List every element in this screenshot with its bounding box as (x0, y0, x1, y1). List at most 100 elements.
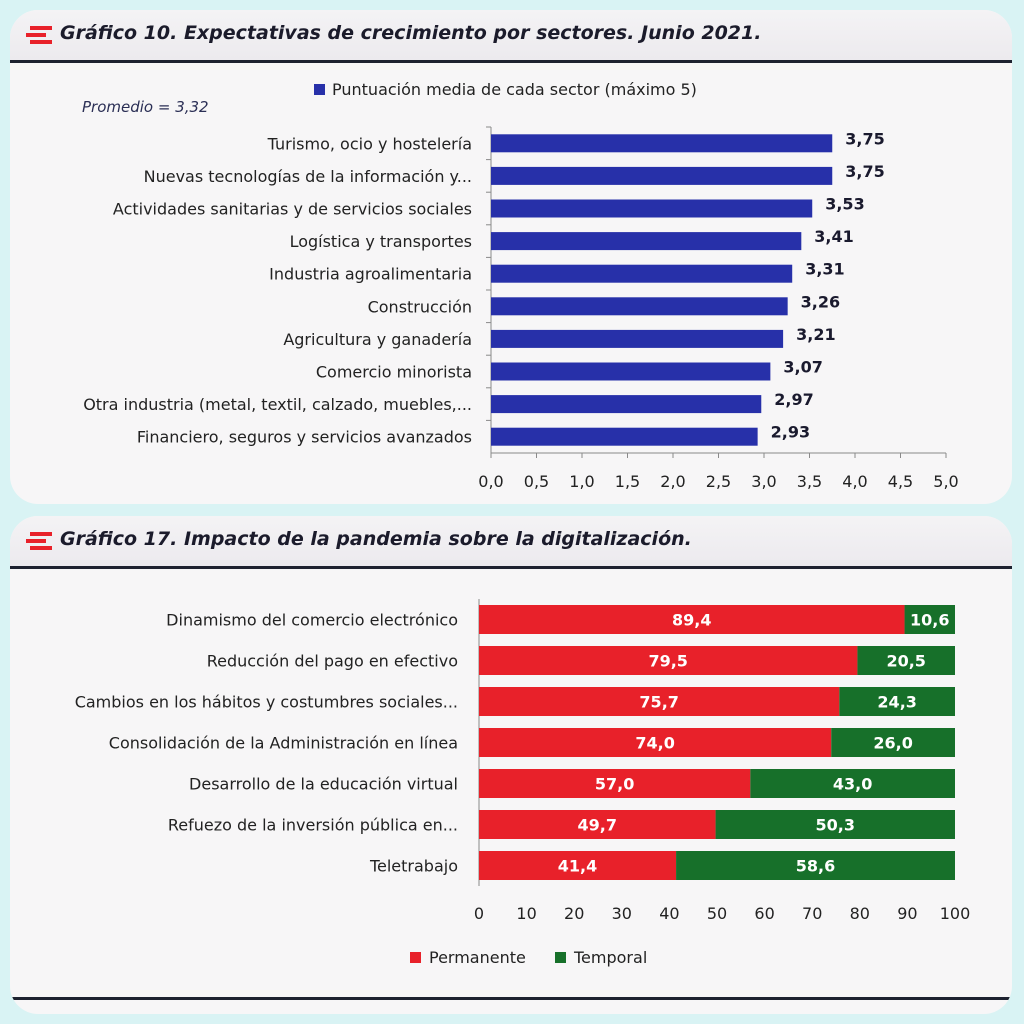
data-label: 43,0 (833, 775, 872, 794)
x-tick-label: 1,5 (615, 472, 640, 491)
bar (491, 297, 788, 316)
data-label: 89,4 (672, 611, 711, 630)
bar-permanente (479, 810, 716, 839)
category-label: Otra industria (metal, textil, calzado, … (83, 395, 472, 414)
data-label: 57,0 (595, 775, 634, 794)
bar-temporal (831, 728, 955, 757)
bar (491, 166, 833, 185)
bar-permanente (479, 769, 751, 798)
x-tick-label: 4,0 (842, 472, 867, 491)
x-tick-label: 90 (897, 904, 917, 923)
x-tick-label: 70 (802, 904, 822, 923)
bar-temporal (715, 810, 955, 839)
data-label: 74,0 (635, 734, 674, 753)
data-label: 49,7 (578, 816, 617, 835)
red-stripes-icon (26, 532, 52, 550)
data-label: 3,41 (814, 227, 853, 246)
x-tick-label: 2,5 (706, 472, 731, 491)
bar-permanente (479, 728, 832, 757)
category-label: Actividades sanitarias y de servicios so… (113, 200, 472, 219)
chart-title-1: Gráfico 10. Expectativas de crecimiento … (60, 22, 762, 44)
x-tick-label: 30 (612, 904, 632, 923)
category-label: Turismo, ocio y hostelería (267, 134, 472, 153)
bar (491, 395, 762, 414)
category-label: Reducción del pago en efectivo (207, 652, 458, 671)
bar (491, 427, 758, 446)
data-label: 3,53 (825, 195, 864, 214)
data-label: 20,5 (886, 652, 925, 671)
x-tick-label: 0,5 (524, 472, 549, 491)
data-label: 3,26 (801, 292, 840, 311)
data-label: 3,21 (796, 325, 835, 344)
category-label: Teletrabajo (369, 857, 458, 876)
x-tick-label: 1,0 (569, 472, 594, 491)
bar (491, 329, 784, 348)
red-stripes-icon (26, 26, 52, 44)
bar-temporal (750, 769, 955, 798)
x-tick-label: 4,5 (888, 472, 913, 491)
stacked-bar-chart-digitalization: Dinamismo del comercio electrónico 89,4 10… (75, 599, 971, 967)
legend-label: Temporal (573, 948, 647, 967)
bar-temporal (839, 687, 955, 716)
x-tick-label: 2,0 (660, 472, 685, 491)
legend-swatch (314, 84, 325, 95)
bar-temporal (857, 646, 955, 675)
x-tick-label: 100 (940, 904, 971, 923)
category-label: Cambios en los hábitos y costumbres soci… (75, 693, 458, 712)
data-label: 3,31 (805, 260, 844, 279)
category-label: Dinamismo del comercio electrónico (166, 611, 458, 630)
x-tick-label: 3,5 (797, 472, 822, 491)
data-label: 41,4 (558, 857, 597, 876)
average-annotation: Promedio = 3,32 (82, 98, 209, 116)
data-label: 50,3 (816, 816, 855, 835)
x-tick-label: 3,0 (751, 472, 776, 491)
legend-label: Puntuación media de cada sector (máximo … (332, 80, 697, 99)
bar-permanente (479, 687, 840, 716)
category-label: Comercio minorista (316, 363, 472, 382)
category-label: Nuevas tecnologías de la información y..… (144, 167, 472, 186)
x-tick-label: 20 (564, 904, 584, 923)
bar (491, 232, 802, 251)
category-label: Industria agroalimentaria (269, 265, 472, 284)
category-label: Refuezo de la inversión pública en... (168, 816, 458, 835)
data-label: 75,7 (639, 693, 678, 712)
x-tick-label: 80 (850, 904, 870, 923)
data-label: 79,5 (648, 652, 687, 671)
bar-temporal (904, 605, 955, 634)
chart-panel-2: Gráfico 17. Impacto de la pandemia sobre… (10, 516, 1012, 1014)
data-label: 3,07 (783, 358, 822, 377)
x-tick-label: 40 (659, 904, 679, 923)
bar-permanente (479, 851, 677, 880)
chart-title-2: Gráfico 17. Impacto de la pandemia sobre… (60, 528, 692, 550)
legend-swatch (410, 952, 421, 963)
category-label: Construcción (368, 297, 472, 316)
bar (491, 134, 833, 153)
data-label: 3,75 (845, 162, 884, 181)
x-tick-label: 50 (707, 904, 727, 923)
category-label: Logística y transportes (290, 232, 472, 251)
data-label: 3,75 (845, 129, 884, 148)
data-label: 24,3 (877, 693, 916, 712)
data-label: 26,0 (873, 734, 912, 753)
chart-header-2: Gráfico 17. Impacto de la pandemia sobre… (10, 516, 1012, 569)
bar-temporal (676, 851, 955, 880)
x-tick-label: 0,0 (478, 472, 503, 491)
bar-chart-sectors: Puntuación media de cada sector (máximo … (82, 80, 959, 491)
category-label: Consolidación de la Administración en lí… (109, 734, 458, 753)
data-label: 10,6 (910, 611, 949, 630)
footer-rule (10, 997, 1012, 1000)
legend-swatch (555, 952, 566, 963)
data-label: 58,6 (796, 857, 835, 876)
legend-label: Permanente (429, 948, 526, 967)
category-label: Financiero, seguros y servicios avanzado… (137, 428, 472, 447)
bar-permanente (479, 646, 858, 675)
bar-permanente (479, 605, 905, 634)
chart-header-1: Gráfico 10. Expectativas de crecimiento … (10, 10, 1012, 63)
x-tick-label: 60 (754, 904, 774, 923)
x-tick-label: 10 (516, 904, 536, 923)
data-label: 2,97 (774, 390, 813, 409)
x-tick-label: 0 (474, 904, 484, 923)
data-label: 2,93 (771, 423, 810, 442)
bar (491, 264, 793, 283)
x-tick-label: 5,0 (933, 472, 958, 491)
